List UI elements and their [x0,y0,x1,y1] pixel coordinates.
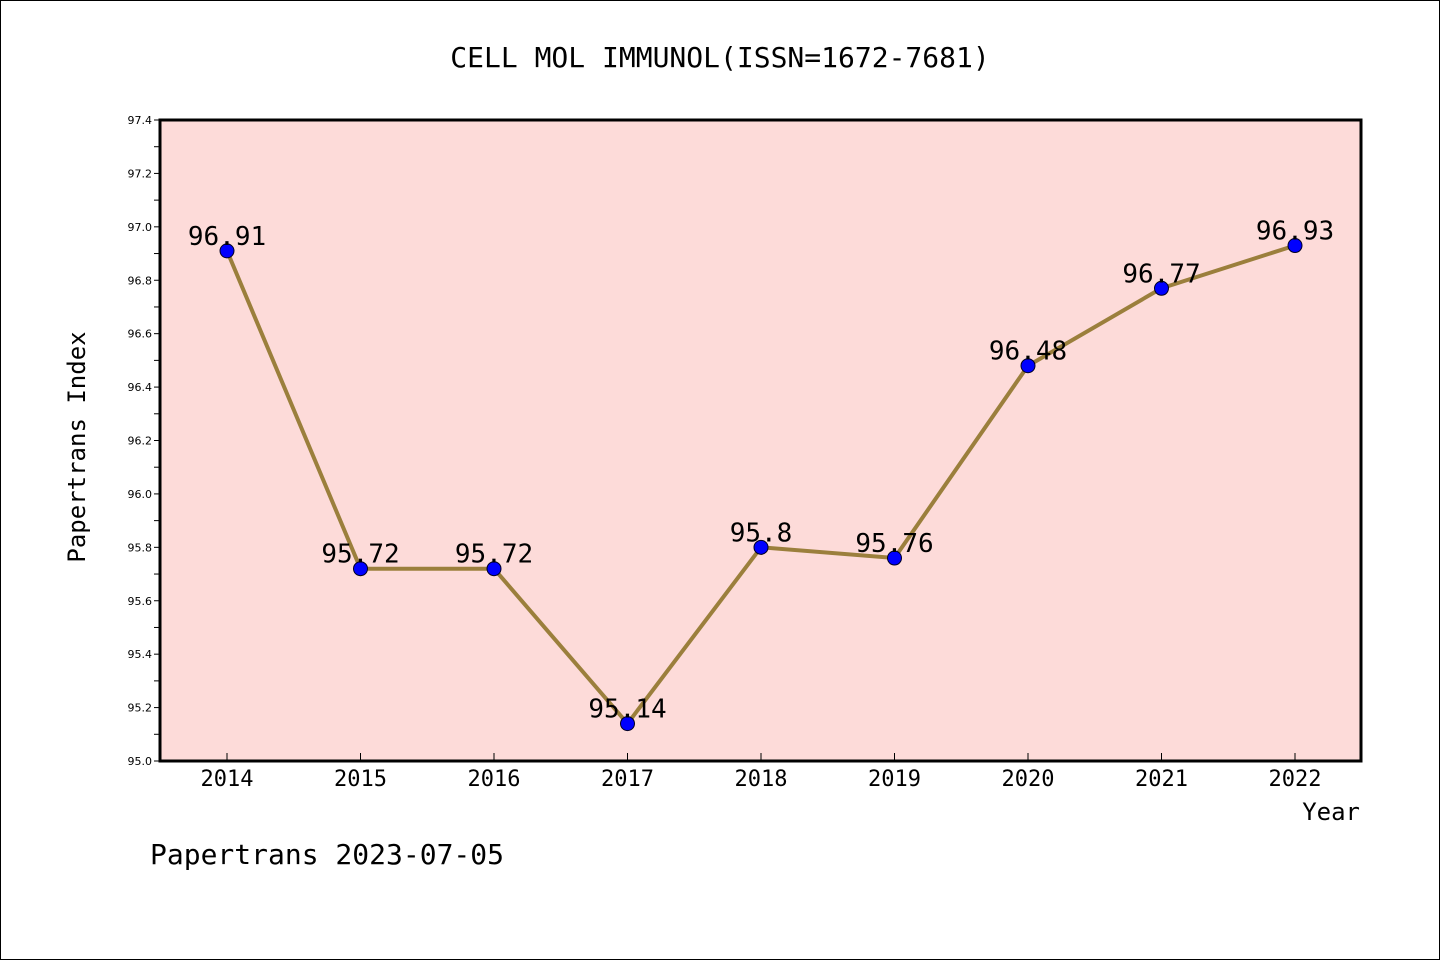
y-tick-label: 96.0 [128,488,153,501]
data-labels-group: 96.91 95.72 95.72 95.14 95.8 95.76 96.48 96.77 9… [188,217,1334,725]
y-tick-label: 95.4 [128,648,153,661]
data-label: 96.77 [1122,259,1200,289]
data-label: 95.76 [855,529,933,559]
y-axis: 95.0 95.2 95.4 95.6 95.8 96.0 96.2 96.4 96.6 96.8… [128,114,160,768]
data-points-group [219,238,1303,732]
data-point [219,243,235,259]
x-tick-label: 2017 [601,767,654,792]
data-point [353,561,368,577]
plot-area [158,118,1363,763]
data-label: 96.48 [989,337,1067,367]
x-axis: 2014 2015 2016 2017 2018 2019 2020 2021 2022 [201,753,1322,792]
x-tick-label: 2018 [735,767,788,792]
footer-text: Papertrans 2023-07-05 [150,838,504,871]
x-tick-label: 2022 [1269,767,1322,792]
data-point [620,716,635,732]
data-label: 95.8 [730,518,793,548]
x-tick-label: 2020 [1002,767,1055,792]
data-point [887,550,902,566]
y-tick-label: 95.8 [128,541,153,554]
x-tick-label: 2019 [868,767,921,792]
data-label: 96.91 [188,222,266,252]
data-point [1154,280,1169,296]
y-tick-label: 95.6 [128,595,153,608]
data-point [1020,358,1036,374]
data-point [1287,238,1303,254]
data-point [753,539,769,555]
data-label: 95.72 [455,540,533,570]
y-tick-label: 96.8 [128,274,153,287]
y-tick-label: 97.4 [128,114,153,127]
y-tick-label: 97.2 [128,167,153,180]
data-point [486,561,502,577]
y-tick-label: 97.0 [128,221,153,234]
chart-title: CELL MOL IMMUNOL(ISSN=1672-7681) [450,41,989,74]
y-tick-label: 96.6 [128,328,153,341]
x-axis-label: Year [1302,798,1360,826]
x-tick-label: 2014 [201,767,254,792]
x-tick-label: 2015 [334,767,387,792]
y-tick-label: 95.2 [128,702,153,715]
y-axis-label: Papertrans Index [63,331,91,562]
x-tick-label: 2021 [1135,767,1188,792]
x-tick-label: 2016 [468,767,521,792]
data-label: 95.72 [321,540,399,570]
data-label: 96.93 [1256,217,1334,247]
y-tick-label: 95.0 [128,755,153,768]
data-label: 95.14 [588,695,666,725]
y-tick-label: 96.2 [128,435,153,448]
y-tick-label: 96.4 [128,381,153,394]
